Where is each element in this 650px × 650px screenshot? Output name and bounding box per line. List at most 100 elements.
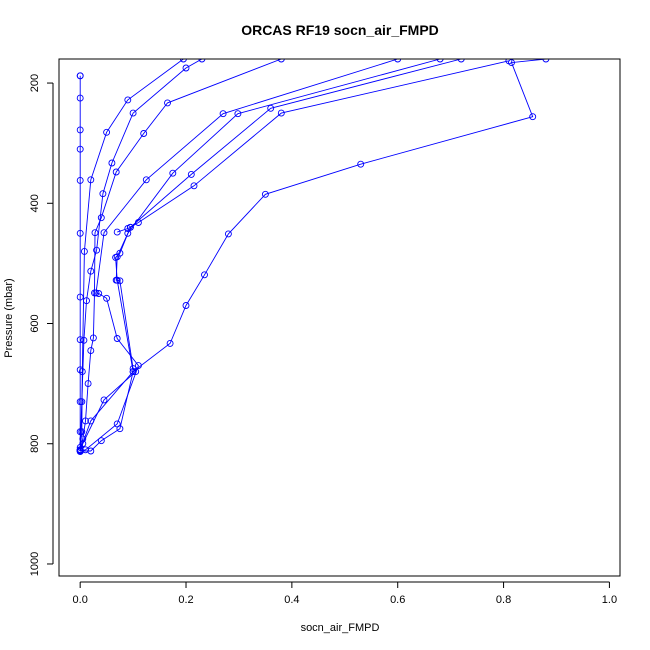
- data-point: [80, 336, 88, 344]
- data-point: [108, 159, 116, 167]
- series-line-7: [79, 59, 462, 450]
- data-point: [84, 380, 92, 388]
- data-point: [116, 249, 124, 257]
- data-point: [93, 246, 101, 254]
- data-point: [76, 229, 84, 237]
- y-axis: 200 400 600 800 1000: [29, 74, 54, 576]
- series-line-6: [79, 59, 441, 452]
- data-point: [97, 214, 105, 222]
- data-point: [201, 271, 208, 279]
- data-point: [198, 59, 206, 63]
- x-tick-label: 0.0: [73, 594, 88, 606]
- data-point: [169, 169, 177, 177]
- x-tick-label: 0.2: [178, 594, 193, 606]
- data-point: [79, 440, 87, 448]
- chart-title: ORCAS RF19 socn_air_FMPD: [241, 22, 439, 38]
- y-tick-label: 400: [29, 194, 41, 212]
- data-point: [83, 297, 90, 305]
- data-point: [76, 94, 84, 102]
- data-point: [457, 59, 465, 63]
- plot-area: [76, 59, 550, 456]
- data-point: [129, 368, 137, 376]
- series-line-5: [80, 59, 398, 452]
- data-point: [76, 72, 84, 80]
- data-point: [103, 294, 111, 302]
- data-point: [267, 104, 275, 112]
- data-point: [187, 170, 195, 178]
- data-point: [179, 59, 187, 63]
- data-point: [87, 417, 95, 425]
- data-point: [182, 302, 190, 309]
- series-line-9: [80, 59, 546, 452]
- data-point: [100, 229, 108, 237]
- data-point: [78, 428, 86, 436]
- x-tick-label: 0.4: [284, 594, 299, 606]
- data-point: [164, 99, 171, 107]
- y-tick-label: 800: [29, 435, 41, 453]
- data-point: [91, 229, 99, 237]
- data-point: [182, 64, 190, 72]
- data-point: [76, 447, 84, 455]
- data-point: [116, 425, 124, 433]
- series-group: [76, 59, 550, 456]
- y-tick-label: 200: [29, 74, 41, 92]
- data-point: [82, 446, 89, 454]
- data-point: [97, 437, 105, 445]
- data-point: [261, 190, 269, 198]
- data-point: [357, 160, 365, 168]
- y-tick-label: 1000: [29, 552, 41, 576]
- data-point: [87, 267, 95, 275]
- x-tick-label: 1.0: [602, 594, 617, 606]
- data-point: [134, 219, 142, 226]
- series-line-3: [79, 59, 203, 450]
- y-axis-label: Pressure (mbar): [3, 278, 15, 357]
- data-point: [277, 59, 285, 63]
- data-point: [140, 130, 148, 137]
- x-axis-label: socn_air_FMPD: [301, 622, 380, 634]
- data-point: [76, 176, 84, 184]
- data-point: [224, 230, 232, 238]
- data-point: [103, 128, 111, 136]
- data-point: [124, 225, 132, 232]
- data-point: [542, 59, 550, 63]
- series-line-4: [79, 59, 282, 450]
- data-point: [76, 126, 84, 134]
- data-point: [190, 182, 198, 190]
- x-tick-label: 0.6: [390, 594, 405, 606]
- data-point: [87, 447, 95, 455]
- data-point: [142, 176, 150, 184]
- data-point: [436, 59, 444, 63]
- data-point: [76, 145, 84, 153]
- data-point: [129, 109, 137, 117]
- data-point: [95, 290, 103, 297]
- data-point: [124, 229, 132, 237]
- x-tick-label: 0.8: [496, 594, 511, 606]
- data-point: [277, 109, 285, 117]
- data-point: [80, 247, 88, 255]
- data-point: [124, 96, 132, 104]
- data-point: [113, 335, 121, 342]
- data-point: [87, 347, 95, 355]
- data-point: [113, 276, 121, 284]
- y-tick-label: 600: [29, 314, 41, 332]
- data-point: [113, 228, 121, 236]
- data-point: [82, 417, 89, 425]
- data-point: [394, 59, 402, 63]
- data-point: [99, 190, 107, 198]
- data-point: [112, 168, 120, 176]
- x-axis: 0.0 0.2 0.4 0.6 0.8 1.0: [73, 581, 617, 606]
- data-point: [100, 396, 108, 404]
- data-point: [508, 59, 515, 67]
- data-point: [234, 110, 242, 118]
- data-point: [87, 176, 95, 184]
- data-point: [78, 398, 86, 406]
- series-line-2: [79, 59, 184, 450]
- data-point: [89, 334, 97, 342]
- data-point: [112, 253, 120, 261]
- plot-frame: [58, 58, 621, 577]
- data-point: [219, 110, 227, 118]
- series-line-8: [117, 60, 510, 233]
- data-point: [529, 113, 537, 121]
- data-point: [92, 289, 100, 297]
